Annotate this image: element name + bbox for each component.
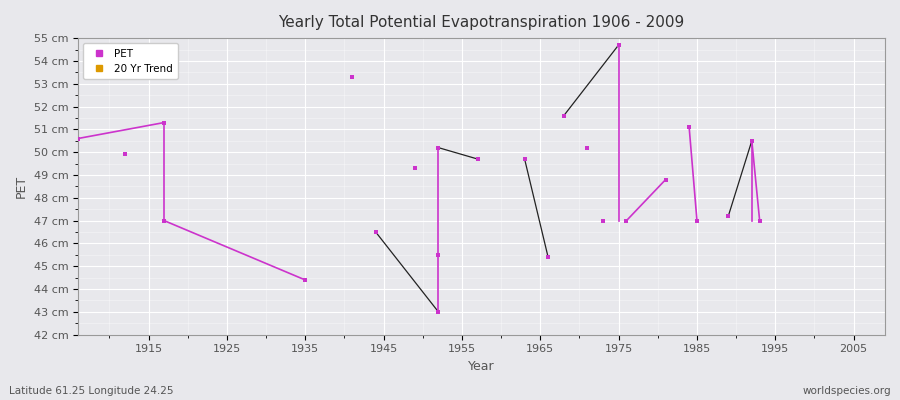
Point	[659, 176, 673, 183]
Point	[752, 218, 767, 224]
Point	[541, 254, 555, 260]
Point	[744, 138, 759, 144]
Point	[298, 277, 312, 283]
Point	[518, 156, 532, 162]
Y-axis label: PET: PET	[15, 175, 28, 198]
Point	[471, 156, 485, 162]
Point	[431, 309, 446, 315]
Point	[596, 218, 610, 224]
Text: Latitude 61.25 Longitude 24.25: Latitude 61.25 Longitude 24.25	[9, 386, 174, 396]
Point	[619, 218, 634, 224]
Legend: PET, 20 Yr Trend: PET, 20 Yr Trend	[83, 43, 178, 79]
Title: Yearly Total Potential Evapotranspiration 1906 - 2009: Yearly Total Potential Evapotranspiratio…	[278, 15, 685, 30]
Point	[556, 112, 571, 119]
Point	[682, 124, 697, 130]
Point	[580, 144, 595, 151]
Point	[71, 135, 86, 142]
Point	[408, 165, 422, 171]
Point	[611, 42, 625, 48]
Point	[431, 144, 446, 151]
Point	[118, 151, 132, 158]
Text: worldspecies.org: worldspecies.org	[803, 386, 891, 396]
Point	[157, 119, 171, 126]
Point	[345, 74, 359, 80]
Point	[368, 229, 382, 235]
X-axis label: Year: Year	[468, 360, 495, 373]
Point	[431, 252, 446, 258]
Point	[689, 218, 704, 224]
Point	[721, 213, 735, 219]
Point	[157, 218, 171, 224]
